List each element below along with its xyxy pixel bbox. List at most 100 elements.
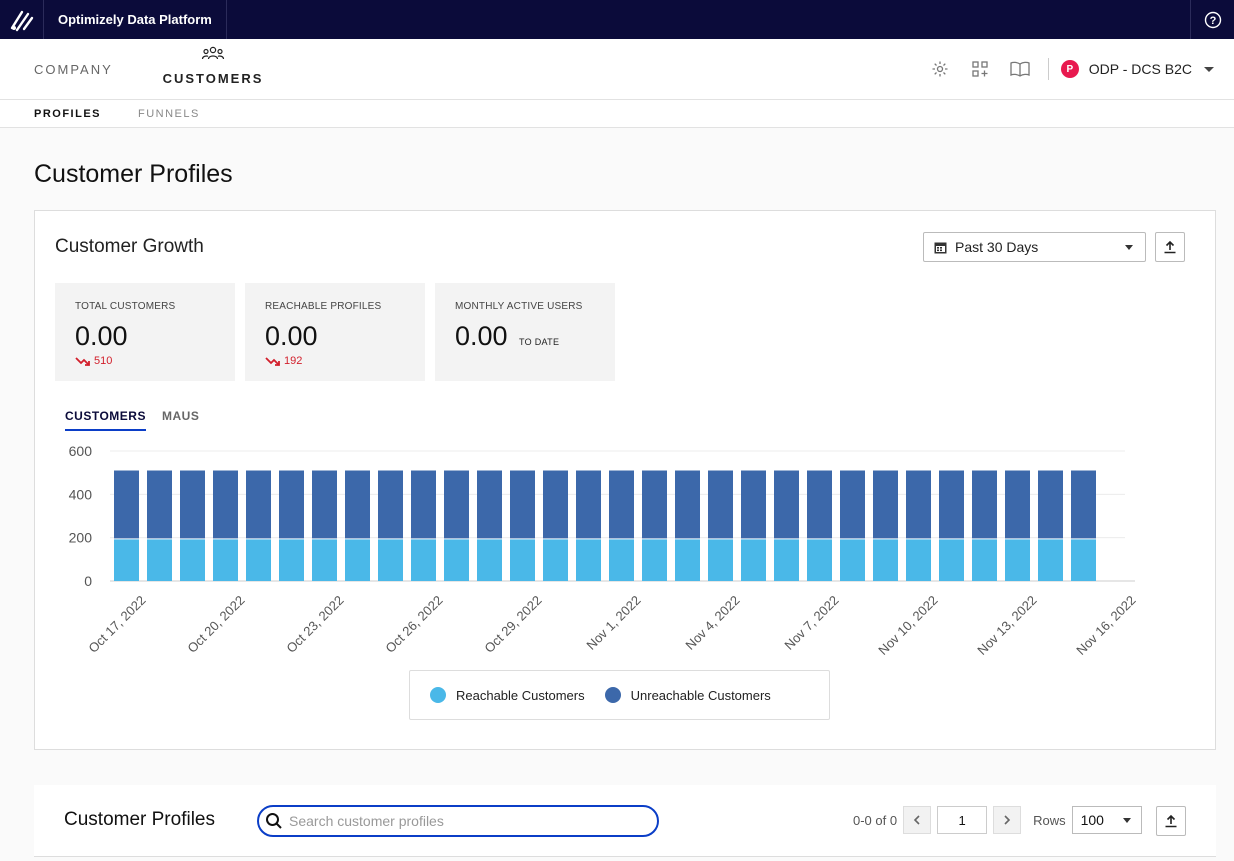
account-name[interactable]: ODP - DCS B2C bbox=[1088, 61, 1192, 77]
rows-value: 100 bbox=[1080, 812, 1104, 828]
tab-profiles[interactable]: PROFILES bbox=[34, 108, 102, 120]
docs-book-icon[interactable] bbox=[1000, 57, 1040, 81]
search-input[interactable] bbox=[289, 813, 639, 829]
x-tick-label: Nov 13, 2022 bbox=[974, 593, 1039, 658]
apps-grid-icon[interactable] bbox=[960, 57, 1000, 81]
y-tick-label: 600 bbox=[69, 443, 93, 459]
bar-reachable bbox=[906, 539, 931, 581]
x-tick-label: Nov 16, 2022 bbox=[1073, 593, 1138, 658]
date-range-value: Past 30 Days bbox=[955, 239, 1039, 255]
stat-delta: 510 bbox=[75, 355, 112, 367]
export-chart-button[interactable] bbox=[1155, 232, 1185, 262]
tab-funnels[interactable]: FUNNELS bbox=[138, 108, 200, 120]
rows-per-page-select[interactable]: 100 bbox=[1071, 806, 1142, 834]
legend-label: Unreachable Customers bbox=[630, 687, 771, 703]
search-icon bbox=[266, 813, 282, 829]
y-tick-label: 400 bbox=[69, 486, 93, 502]
legend-item-reachable[interactable]: Reachable Customers bbox=[430, 687, 585, 703]
rows-label: Rows bbox=[1033, 812, 1066, 828]
optimizely-logo-icon[interactable] bbox=[0, 0, 44, 39]
people-icon bbox=[201, 46, 225, 60]
bar-reachable bbox=[180, 539, 205, 581]
bar-unreachable bbox=[345, 470, 370, 539]
main-nav: COMPANY CUSTOMERS P ODP - DCS B2C bbox=[0, 39, 1234, 100]
app-title[interactable]: Optimizely Data Platform bbox=[44, 0, 227, 39]
tab-customers[interactable]: CUSTOMERS bbox=[65, 409, 146, 431]
y-tick-label: 200 bbox=[69, 530, 93, 546]
bar-reachable bbox=[576, 539, 601, 581]
x-tick-label: Nov 10, 2022 bbox=[875, 593, 940, 658]
search-box bbox=[257, 805, 659, 837]
bar-reachable bbox=[972, 539, 997, 581]
export-profiles-button[interactable] bbox=[1156, 806, 1186, 836]
bar-reachable bbox=[675, 539, 700, 581]
chevron-right-icon bbox=[1004, 815, 1011, 825]
bar-reachable bbox=[840, 539, 865, 581]
date-range-select[interactable]: Past 30 Days bbox=[923, 232, 1146, 262]
account-chevron-down-icon[interactable] bbox=[1204, 66, 1214, 72]
nav-customers[interactable]: CUSTOMERS bbox=[160, 45, 266, 86]
bar-unreachable bbox=[807, 470, 832, 539]
bar-reachable bbox=[246, 539, 271, 581]
stat-value: 0.00 bbox=[265, 321, 318, 351]
calendar-icon bbox=[934, 242, 947, 253]
x-tick-label: Oct 23, 2022 bbox=[283, 593, 346, 656]
bar-unreachable bbox=[180, 470, 205, 539]
prev-page-button[interactable] bbox=[903, 806, 932, 834]
legend-dot bbox=[604, 687, 621, 703]
trend-down-icon bbox=[265, 357, 280, 366]
legend-item-unreachable[interactable]: Unreachable Customers bbox=[604, 687, 771, 703]
sub-nav: PROFILES FUNNELS bbox=[0, 100, 1234, 128]
svg-text:?: ? bbox=[1209, 15, 1216, 27]
chart-legend: Reachable Customers Unreachable Customer… bbox=[409, 670, 830, 720]
chevron-down-icon bbox=[1122, 818, 1131, 823]
bar-unreachable bbox=[576, 470, 601, 539]
bar-reachable bbox=[213, 539, 238, 581]
bar-unreachable bbox=[609, 470, 634, 539]
bar-reachable bbox=[807, 539, 832, 581]
nav-company[interactable]: COMPANY bbox=[34, 62, 113, 77]
bar-unreachable bbox=[411, 470, 436, 539]
page-number-input[interactable]: 1 bbox=[937, 806, 988, 834]
bar-reachable bbox=[345, 539, 370, 581]
upload-icon bbox=[1164, 240, 1176, 254]
x-tick-label: Oct 26, 2022 bbox=[382, 593, 445, 656]
bar-reachable bbox=[477, 539, 502, 581]
legend-dot bbox=[430, 687, 446, 703]
bar-reachable bbox=[312, 539, 337, 581]
bar-reachable bbox=[444, 539, 469, 581]
bar-reachable bbox=[378, 539, 403, 581]
tab-maus[interactable]: MAUS bbox=[162, 409, 200, 423]
bar-reachable bbox=[642, 539, 667, 581]
nav-customers-label: CUSTOMERS bbox=[162, 71, 264, 86]
bar-unreachable bbox=[477, 470, 502, 539]
stat-monthly-active-users: MONTHLY ACTIVE USERS 0.00 TO DATE bbox=[435, 283, 615, 381]
customer-growth-card: Customer Growth Past 30 Days TOTAL CUSTO… bbox=[34, 210, 1216, 750]
bar-unreachable bbox=[873, 470, 898, 539]
bar-unreachable bbox=[840, 470, 865, 539]
settings-gear-icon[interactable] bbox=[920, 57, 960, 81]
help-icon[interactable]: ? bbox=[1190, 0, 1234, 39]
stat-label: REACHABLE PROFILES bbox=[265, 301, 382, 312]
bar-unreachable bbox=[939, 470, 964, 539]
bar-reachable bbox=[114, 539, 139, 581]
bar-unreachable bbox=[279, 470, 304, 539]
y-tick-label: 0 bbox=[84, 573, 92, 589]
x-tick-label: Nov 1, 2022 bbox=[583, 593, 643, 653]
x-tick-label: Oct 29, 2022 bbox=[481, 593, 544, 656]
bar-reachable bbox=[543, 539, 568, 581]
bar-unreachable bbox=[114, 470, 139, 539]
bar-unreachable bbox=[972, 470, 997, 539]
pagination: 0-0 of 0 1 Rows 100 bbox=[853, 806, 1142, 834]
bar-reachable bbox=[708, 539, 733, 581]
account-avatar[interactable]: P bbox=[1060, 60, 1079, 78]
profiles-title: Customer Profiles bbox=[64, 809, 215, 830]
nav-separator bbox=[1047, 58, 1049, 80]
upload-icon bbox=[1165, 814, 1177, 828]
stat-total-customers: TOTAL CUSTOMERS 0.00 510 bbox=[55, 283, 235, 381]
next-page-button[interactable] bbox=[993, 806, 1022, 834]
bar-reachable bbox=[939, 539, 964, 581]
top-bar: Optimizely Data Platform ? bbox=[0, 0, 1234, 39]
stat-suffix: TO DATE bbox=[519, 337, 560, 347]
bar-reachable bbox=[741, 539, 766, 581]
